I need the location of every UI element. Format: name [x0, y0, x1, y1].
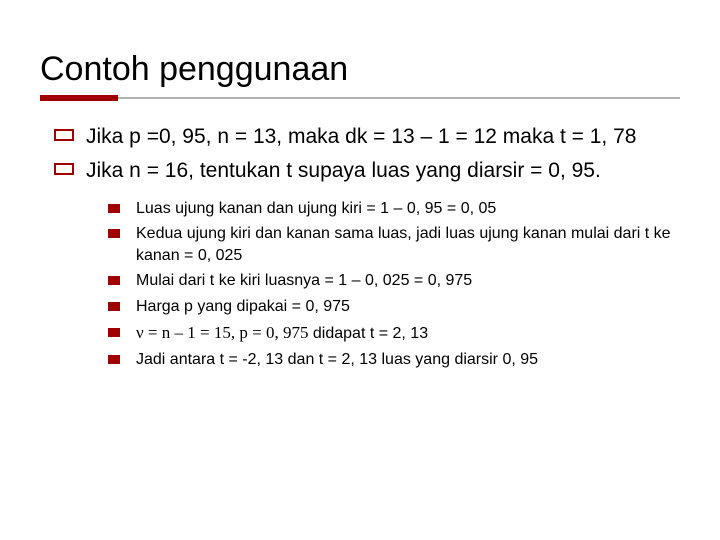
hollow-square-icon [54, 129, 74, 141]
underline-gray [118, 97, 680, 99]
filled-square-icon [108, 328, 120, 337]
bullet-level2: Kedua ujung kiri dan kanan sama luas, ja… [108, 223, 680, 266]
bullet-level2: Mulai dari t ke kiri luasnya = 1 – 0, 02… [108, 270, 680, 292]
sub-bullet-list: Luas ujung kanan dan ujung kiri = 1 – 0,… [54, 198, 680, 371]
sans-span: didapat t = 2, 13 [308, 325, 428, 342]
bullet-text: Jika n = 16, tentukan t supaya luas yang… [86, 157, 680, 185]
bullet-level1: Jika n = 16, tentukan t supaya luas yang… [54, 157, 680, 185]
hollow-square-icon [54, 163, 74, 175]
bullet-level2: Harga p yang dipakai = 0, 975 [108, 296, 680, 318]
content-area: Jika p =0, 95, n = 13, maka dk = 13 – 1 … [40, 123, 680, 370]
sub-bullet-text: Jadi antara t = -2, 13 dan t = 2, 13 lua… [136, 349, 680, 371]
bullet-level2: ν = n – 1 = 15, p = 0, 975 didapat t = 2… [108, 322, 680, 345]
filled-square-icon [108, 229, 120, 238]
sub-bullet-text: Mulai dari t ke kiri luasnya = 1 – 0, 02… [136, 270, 680, 292]
sub-bullet-text: ν = n – 1 = 15, p = 0, 975 didapat t = 2… [136, 322, 680, 345]
title-block: Contoh penggunaan [40, 50, 680, 101]
bullet-text: Jika p =0, 95, n = 13, maka dk = 13 – 1 … [86, 123, 680, 151]
filled-square-icon [108, 276, 120, 285]
title-underline [40, 95, 680, 101]
sub-bullet-text: Harga p yang dipakai = 0, 975 [136, 296, 680, 318]
serif-span: ν = n – 1 = 15, p = 0, 975 [136, 323, 308, 342]
slide-title: Contoh penggunaan [40, 50, 680, 89]
sub-bullet-text: Luas ujung kanan dan ujung kiri = 1 – 0,… [136, 198, 680, 220]
filled-square-icon [108, 204, 120, 213]
bullet-level2: Luas ujung kanan dan ujung kiri = 1 – 0,… [108, 198, 680, 220]
underline-accent [40, 95, 118, 101]
bullet-level2: Jadi antara t = -2, 13 dan t = 2, 13 lua… [108, 349, 680, 371]
filled-square-icon [108, 302, 120, 311]
sub-bullet-text: Kedua ujung kiri dan kanan sama luas, ja… [136, 223, 680, 266]
bullet-level1: Jika p =0, 95, n = 13, maka dk = 13 – 1 … [54, 123, 680, 151]
filled-square-icon [108, 355, 120, 364]
